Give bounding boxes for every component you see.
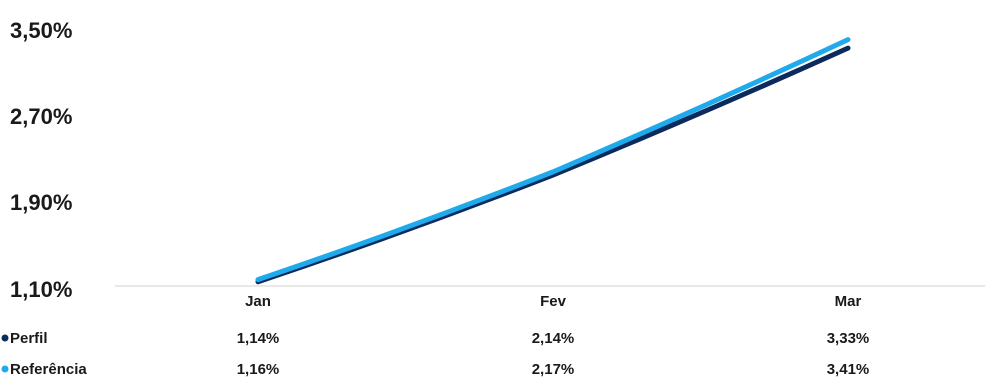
data-label: 3,41% — [827, 361, 870, 378]
data-label: 2,17% — [532, 361, 575, 378]
data-label: 1,16% — [237, 361, 280, 378]
legend-marker — [1, 334, 9, 342]
x-tick-label: Fev — [540, 293, 567, 310]
series-lines — [255, 37, 851, 285]
y-tick-label: 1,10% — [10, 277, 72, 302]
y-tick-label: 1,90% — [10, 190, 72, 215]
legend-label: Referência — [10, 361, 87, 378]
legend-label: Perfil — [10, 330, 48, 347]
x-tick-label: Mar — [835, 293, 862, 310]
series-line-1 — [255, 37, 851, 283]
legend-marker — [1, 365, 9, 373]
data-label: 3,33% — [827, 330, 870, 347]
data-label: 1,14% — [237, 330, 280, 347]
y-tick-label: 2,70% — [10, 104, 72, 129]
data-table: Perfil 1,14% 2,14% 3,33% Referência 1,16% 2,17… — [1, 330, 870, 378]
x-tick-label: Jan — [245, 293, 271, 310]
x-axis: Jan Fev Mar — [245, 293, 861, 310]
y-tick-label: 3,50% — [10, 18, 72, 43]
y-axis: 3,50% 2,70% 1,90% 1,10% — [10, 18, 72, 302]
data-label: 2,14% — [532, 330, 575, 347]
